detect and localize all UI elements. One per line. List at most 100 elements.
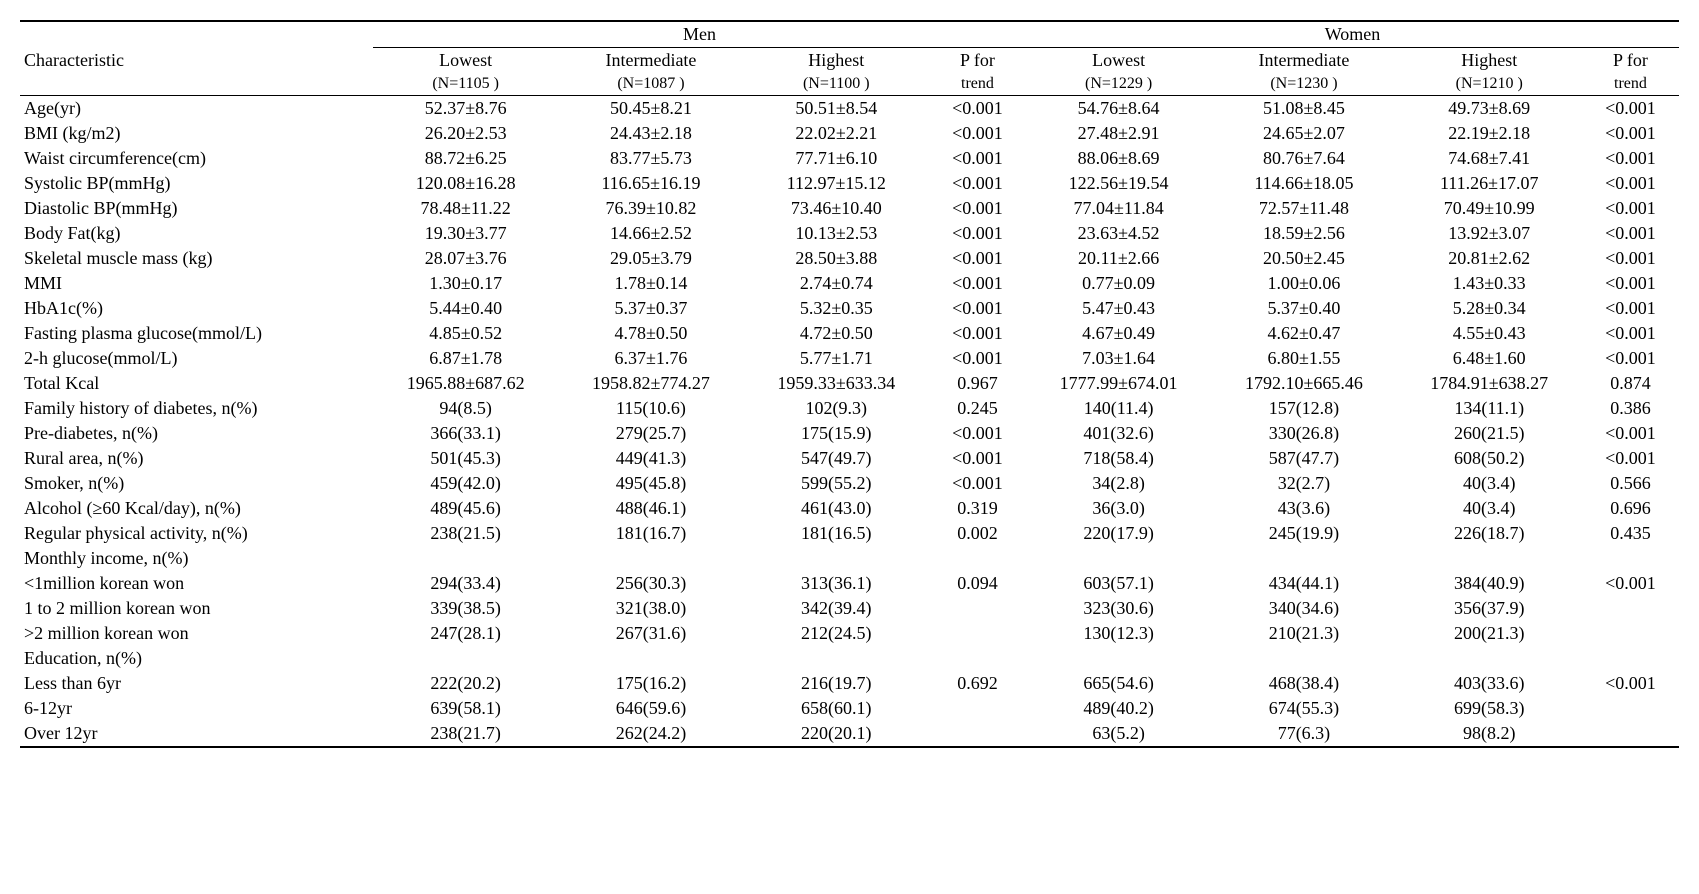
data-cell: 260(21.5)	[1397, 421, 1582, 446]
data-cell: 200(21.3)	[1397, 621, 1582, 646]
data-cell: 603(57.1)	[1026, 571, 1211, 596]
data-cell: 36(3.0)	[1026, 496, 1211, 521]
data-cell: 120.08±16.28	[373, 171, 558, 196]
table-row: Smoker, n(%)459(42.0)495(45.8)599(55.2)<…	[20, 471, 1679, 496]
col-women-trend: trend	[1582, 73, 1679, 96]
data-cell	[1211, 646, 1396, 671]
n-women-lowest: (N=1229 )	[1026, 73, 1211, 96]
data-cell: 181(16.7)	[558, 521, 743, 546]
data-cell: 6.48±1.60	[1397, 346, 1582, 371]
data-cell: 0.77±0.09	[1026, 271, 1211, 296]
data-cell	[558, 646, 743, 671]
col-men-lowest: Lowest	[373, 48, 558, 74]
data-cell: 19.30±3.77	[373, 221, 558, 246]
table-row: 6-12yr639(58.1)646(59.6)658(60.1)489(40.…	[20, 696, 1679, 721]
data-cell: 608(50.2)	[1397, 446, 1582, 471]
data-cell: <0.001	[929, 121, 1026, 146]
data-cell: 639(58.1)	[373, 696, 558, 721]
row-label: Skeletal muscle mass (kg)	[20, 246, 373, 271]
data-cell: 323(30.6)	[1026, 596, 1211, 621]
data-cell: <0.001	[1582, 346, 1679, 371]
n-women-intermediate: (N=1230 )	[1211, 73, 1396, 96]
table-row: Body Fat(kg)19.30±3.7714.66±2.5210.13±2.…	[20, 221, 1679, 246]
data-cell: 112.97±15.12	[744, 171, 929, 196]
data-cell: <0.001	[929, 471, 1026, 496]
n-men-highest: (N=1100 )	[744, 73, 929, 96]
table-row: Pre-diabetes, n(%)366(33.1)279(25.7)175(…	[20, 421, 1679, 446]
data-cell: <0.001	[1582, 671, 1679, 696]
data-cell: <0.001	[929, 246, 1026, 271]
row-label: Regular physical activity, n(%)	[20, 521, 373, 546]
data-cell: 1959.33±633.34	[744, 371, 929, 396]
data-cell: 20.50±2.45	[1211, 246, 1396, 271]
data-cell: 313(36.1)	[744, 571, 929, 596]
data-cell: 1965.88±687.62	[373, 371, 558, 396]
data-cell: 4.67±0.49	[1026, 321, 1211, 346]
data-cell: 4.72±0.50	[744, 321, 929, 346]
data-cell: 384(40.9)	[1397, 571, 1582, 596]
data-cell: 140(11.4)	[1026, 396, 1211, 421]
data-cell: 501(45.3)	[373, 446, 558, 471]
data-cell: 24.43±2.18	[558, 121, 743, 146]
row-label: Age(yr)	[20, 96, 373, 122]
data-cell: 14.66±2.52	[558, 221, 743, 246]
data-cell: 29.05±3.79	[558, 246, 743, 271]
data-cell: 495(45.8)	[558, 471, 743, 496]
data-cell: 488(46.1)	[558, 496, 743, 521]
col-men-pfor: P for	[929, 48, 1026, 74]
data-cell	[929, 646, 1026, 671]
data-cell: 72.57±11.48	[1211, 196, 1396, 221]
table-row: Systolic BP(mmHg)120.08±16.28116.65±16.1…	[20, 171, 1679, 196]
data-cell: <0.001	[929, 146, 1026, 171]
row-label: Diastolic BP(mmHg)	[20, 196, 373, 221]
data-cell: 6.37±1.76	[558, 346, 743, 371]
data-cell: 0.319	[929, 496, 1026, 521]
data-cell: 267(31.6)	[558, 621, 743, 646]
data-cell: 222(20.2)	[373, 671, 558, 696]
data-cell: 130(12.3)	[1026, 621, 1211, 646]
table-row: Regular physical activity, n(%)238(21.5)…	[20, 521, 1679, 546]
table-row: Less than 6yr222(20.2)175(16.2)216(19.7)…	[20, 671, 1679, 696]
table-row: Age(yr)52.37±8.7650.45±8.2150.51±8.54<0.…	[20, 96, 1679, 122]
data-cell	[929, 621, 1026, 646]
row-label: Smoker, n(%)	[20, 471, 373, 496]
data-cell: <0.001	[1582, 221, 1679, 246]
data-cell: <0.001	[929, 346, 1026, 371]
data-cell: <0.001	[1582, 446, 1679, 471]
data-cell: 0.566	[1582, 471, 1679, 496]
data-cell: 330(26.8)	[1211, 421, 1396, 446]
row-label: BMI (kg/m2)	[20, 121, 373, 146]
data-cell: 340(34.6)	[1211, 596, 1396, 621]
data-cell: 18.59±2.56	[1211, 221, 1396, 246]
data-cell: 49.73±8.69	[1397, 96, 1582, 122]
row-label: Less than 6yr	[20, 671, 373, 696]
data-cell: 10.13±2.53	[744, 221, 929, 246]
data-cell: <0.001	[1582, 246, 1679, 271]
data-cell: 4.85±0.52	[373, 321, 558, 346]
data-cell	[929, 696, 1026, 721]
data-cell: 34(2.8)	[1026, 471, 1211, 496]
data-cell: 7.03±1.64	[1026, 346, 1211, 371]
table-row: 1 to 2 million korean won339(38.5)321(38…	[20, 596, 1679, 621]
data-cell: <0.001	[1582, 296, 1679, 321]
data-cell: 0.386	[1582, 396, 1679, 421]
row-label: Education, n(%)	[20, 646, 373, 671]
data-cell: 50.45±8.21	[558, 96, 743, 122]
data-cell: 1.00±0.06	[1211, 271, 1396, 296]
n-women-highest: (N=1210 )	[1397, 73, 1582, 96]
row-label: 2-h glucose(mmol/L)	[20, 346, 373, 371]
data-cell: 6.87±1.78	[373, 346, 558, 371]
data-cell: 646(59.6)	[558, 696, 743, 721]
data-cell: 23.63±4.52	[1026, 221, 1211, 246]
row-label: >2 million korean won	[20, 621, 373, 646]
table-row: Over 12yr238(21.7)262(24.2)220(20.1)63(5…	[20, 721, 1679, 747]
data-cell: 718(58.4)	[1026, 446, 1211, 471]
data-cell: 220(17.9)	[1026, 521, 1211, 546]
data-cell: 26.20±2.53	[373, 121, 558, 146]
data-cell: 111.26±17.07	[1397, 171, 1582, 196]
data-cell: 321(38.0)	[558, 596, 743, 621]
row-label: MMI	[20, 271, 373, 296]
data-cell: <0.001	[1582, 321, 1679, 346]
data-cell: 210(21.3)	[1211, 621, 1396, 646]
row-label: Body Fat(kg)	[20, 221, 373, 246]
